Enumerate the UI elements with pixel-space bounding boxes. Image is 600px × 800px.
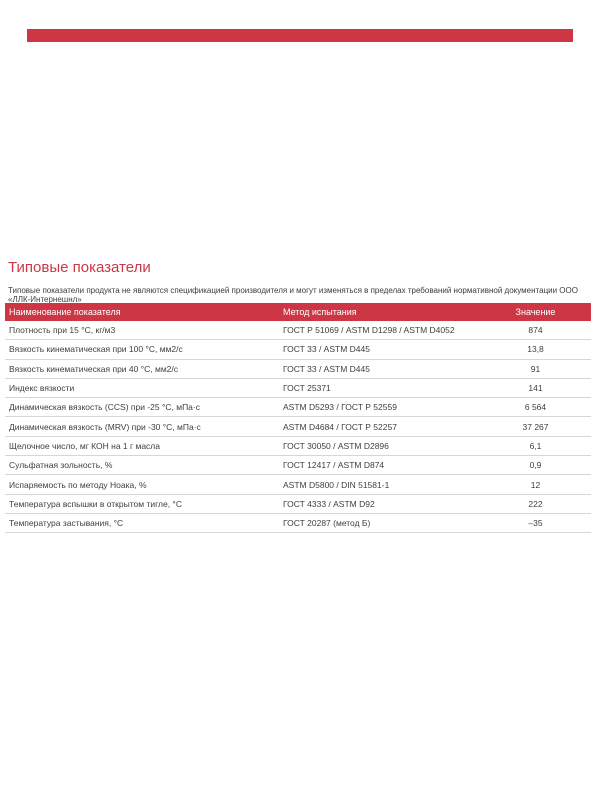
table-row: Вязкость кинематическая при 100 °С, мм2/… bbox=[5, 340, 591, 360]
table-row: Индекс вязкости ГОСТ 25371 141 bbox=[5, 378, 591, 399]
spec-table: Наименование показателя Метод испытания … bbox=[5, 303, 591, 534]
cell-name: Динамическая вязкость (MRV) при -30 °С, … bbox=[9, 421, 201, 432]
table-row: Испаряемость по методу Ноака, % ASTM D580… bbox=[5, 475, 591, 495]
table-header-row: Наименование показателя Метод испытания … bbox=[5, 303, 591, 321]
cell-value: 12 bbox=[530, 479, 541, 490]
cell-method: ГОСТ 12417 / ASTM D874 bbox=[283, 460, 385, 471]
table-row: Сульфатная зольность, % ГОСТ 12417 / ASTM… bbox=[5, 456, 591, 476]
spec-table-body: Плотность при 15 °С, кг/м3 ГОСТ Р 51069 /… bbox=[5, 321, 591, 534]
typical-indicators-section: Типовые показатели Типовые показатели пр… bbox=[8, 259, 594, 304]
table-row: Температура вспышки в открытом тигле, °С… bbox=[5, 494, 591, 514]
table-row: Динамическая вязкость (CCS) при -25 °С, … bbox=[5, 398, 591, 418]
cell-method: ГОСТ 30050 / ASTM D2896 bbox=[283, 440, 389, 451]
cell-method: ГОСТ 33 / ASTM D445 bbox=[283, 363, 370, 374]
column-header-name: Наименование показателя bbox=[9, 307, 121, 317]
cell-method: ГОСТ 33 / ASTM D445 bbox=[283, 344, 370, 355]
cell-name: Динамическая вязкость (CCS) при -25 °С, … bbox=[9, 402, 200, 413]
cell-value: –35 bbox=[528, 518, 543, 529]
cell-name: Вязкость кинематическая при 40 °С, мм2/с bbox=[9, 363, 179, 374]
table-row: Динамическая вязкость (MRV) при -30 °С, … bbox=[5, 417, 591, 437]
top-accent-bar bbox=[27, 29, 573, 42]
cell-name: Индекс вязкости bbox=[9, 383, 75, 394]
cell-value: 6 564 bbox=[524, 402, 547, 413]
cell-value: 13,8 bbox=[527, 344, 544, 355]
table-row: Щелочное число, мг КОН на 1 г масла ГОСТ … bbox=[5, 436, 591, 457]
cell-value: 222 bbox=[528, 498, 543, 509]
cell-value: 6,1 bbox=[529, 440, 542, 451]
table-row: Температура застывания, °С ГОСТ 20287 (ме… bbox=[5, 513, 591, 534]
cell-name: Сульфатная зольность, % bbox=[9, 460, 113, 471]
cell-name: Испаряемость по методу Ноака, % bbox=[9, 479, 147, 490]
column-header-value: Значение bbox=[515, 307, 556, 317]
column-header-method: Метод испытания bbox=[283, 307, 357, 317]
cell-method: ГОСТ 4333 / ASTM D92 bbox=[283, 498, 375, 509]
cell-method: ASTM D4684 / ГОСТ Р 52257 bbox=[283, 421, 397, 432]
cell-method: ASTM D5293 / ГОСТ Р 52559 bbox=[283, 402, 397, 413]
table-row: Вязкость кинематическая при 40 °С, мм2/с… bbox=[5, 359, 591, 379]
cell-value: 37 267 bbox=[522, 421, 549, 432]
cell-method: ГОСТ 20287 (метод Б) bbox=[283, 518, 371, 529]
section-title: Типовые показатели bbox=[8, 259, 151, 276]
cell-name: Щелочное число, мг КОН на 1 г масла bbox=[9, 440, 160, 451]
cell-name: Вязкость кинематическая при 100 °С, мм2/… bbox=[9, 344, 183, 355]
section-disclaimer: Типовые показатели продукта не являются … bbox=[8, 286, 578, 304]
cell-value: 91 bbox=[530, 363, 541, 374]
cell-value: 874 bbox=[528, 325, 543, 336]
cell-method: ASTM D5800 / DIN 51581-1 bbox=[283, 479, 390, 490]
table-row: Плотность при 15 °С, кг/м3 ГОСТ Р 51069 /… bbox=[5, 321, 591, 341]
cell-method: ГОСТ Р 51069 / ASTM D1298 / ASTM D4052 bbox=[283, 325, 455, 336]
cell-value: 0,9 bbox=[529, 460, 542, 471]
cell-name: Плотность при 15 °С, кг/м3 bbox=[9, 325, 116, 336]
cell-name: Температура застывания, °С bbox=[9, 518, 124, 529]
cell-method: ГОСТ 25371 bbox=[283, 383, 331, 394]
cell-name: Температура вспышки в открытом тигле, °С bbox=[9, 498, 182, 509]
cell-value: 141 bbox=[528, 383, 543, 394]
